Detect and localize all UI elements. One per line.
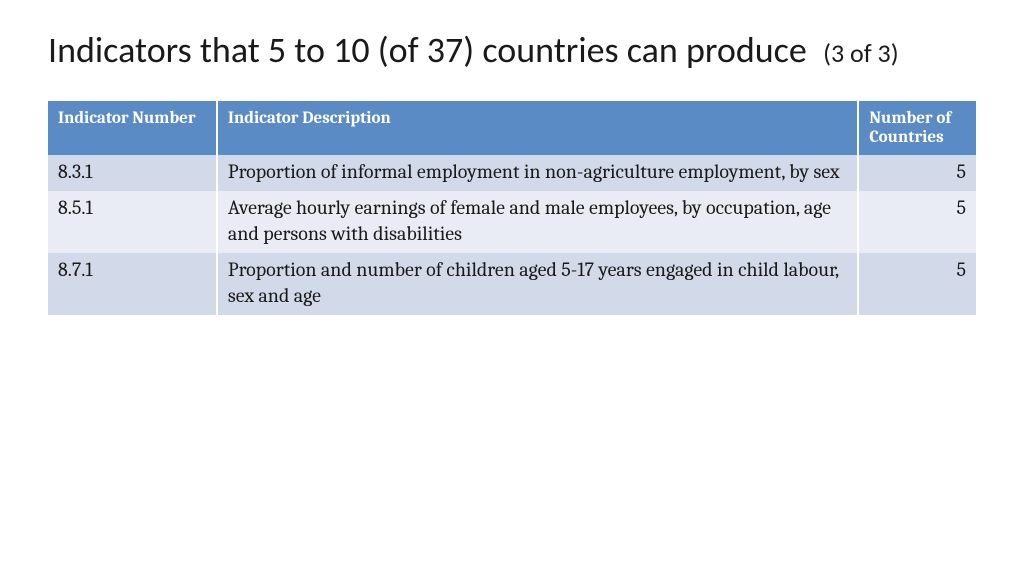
slide-title: Indicators that 5 to 10 (of 37) countrie… [48,28,976,73]
cell-indicator-description: Proportion and number of children aged 5… [217,253,858,315]
table-row: 8.7.1 Proportion and number of children … [48,253,976,315]
cell-indicator-description: Proportion of informal employment in non… [217,155,858,191]
cell-indicator-number: 8.5.1 [48,191,217,253]
col-header-indicator-number: Indicator Number [48,101,217,155]
cell-indicator-description: Average hourly earnings of female and ma… [217,191,858,253]
table-row: 8.3.1 Proportion of informal employment … [48,155,976,191]
title-sub: (3 of 3) [823,37,899,69]
indicators-table: Indicator Number Indicator Description N… [48,101,976,315]
table-header-row: Indicator Number Indicator Description N… [48,101,976,155]
cell-indicator-number: 8.3.1 [48,155,217,191]
cell-number-of-countries: 5 [858,253,976,315]
col-header-indicator-description: Indicator Description [217,101,858,155]
cell-number-of-countries: 5 [858,191,976,253]
cell-number-of-countries: 5 [858,155,976,191]
title-main: Indicators that 5 to 10 (of 37) countrie… [48,28,807,72]
col-header-number-of-countries: Number of Countries [858,101,976,155]
table-row: 8.5.1 Average hourly earnings of female … [48,191,976,253]
cell-indicator-number: 8.7.1 [48,253,217,315]
